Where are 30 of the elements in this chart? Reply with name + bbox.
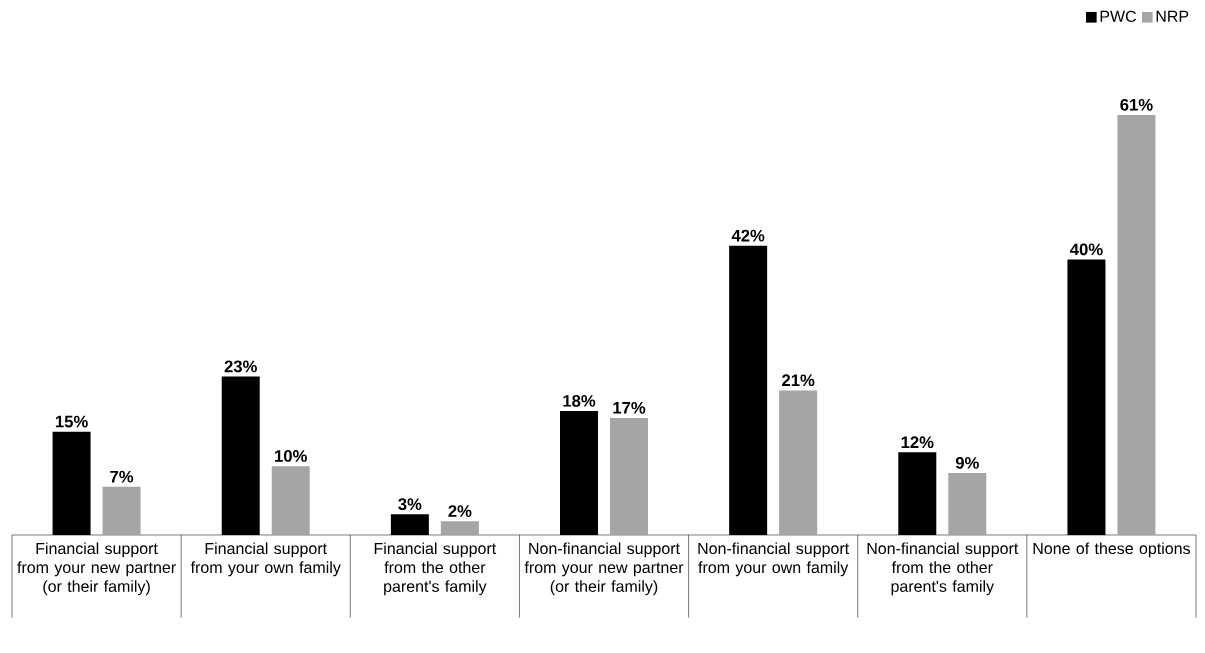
x-tick-label: Non-financial support from your new partner (or their family)	[524, 542, 684, 596]
x-tick-label: Non-financial support from your own family	[698, 542, 850, 577]
data-label: 10%	[275, 450, 307, 462]
bar	[610, 417, 649, 535]
bar	[102, 486, 141, 535]
data-label: 15%	[55, 415, 88, 428]
legend-label: NRP	[1156, 10, 1189, 22]
legend-label: PWC	[1100, 10, 1137, 23]
bar	[271, 466, 310, 535]
bar	[1117, 114, 1156, 535]
data-label: 21%	[782, 374, 815, 387]
data-label: 18%	[563, 394, 596, 407]
data-label: 42%	[731, 229, 765, 242]
data-label: 12%	[901, 436, 934, 449]
data-label: 2%	[448, 505, 472, 517]
data-label: 23%	[224, 360, 257, 373]
x-tick-label: Financial support from the other parent's family	[374, 542, 497, 596]
data-label: 61%	[1120, 98, 1153, 111]
data-label: 17%	[613, 401, 646, 414]
bar	[779, 390, 818, 535]
x-tick-label: Financial support from your new partner (or their family)	[17, 542, 176, 596]
x-tick-label: Non-financial support from the other parent's family	[867, 542, 1019, 596]
x-tick-label: None of these options	[1033, 542, 1190, 558]
x-tick-label: Financial support from your own family	[190, 542, 341, 577]
bar	[948, 473, 987, 535]
bar	[440, 521, 479, 535]
data-label: 9%	[955, 456, 979, 469]
data-label: 3%	[398, 498, 422, 511]
data-label: 7%	[110, 470, 134, 483]
data-label: 40%	[1070, 243, 1103, 256]
